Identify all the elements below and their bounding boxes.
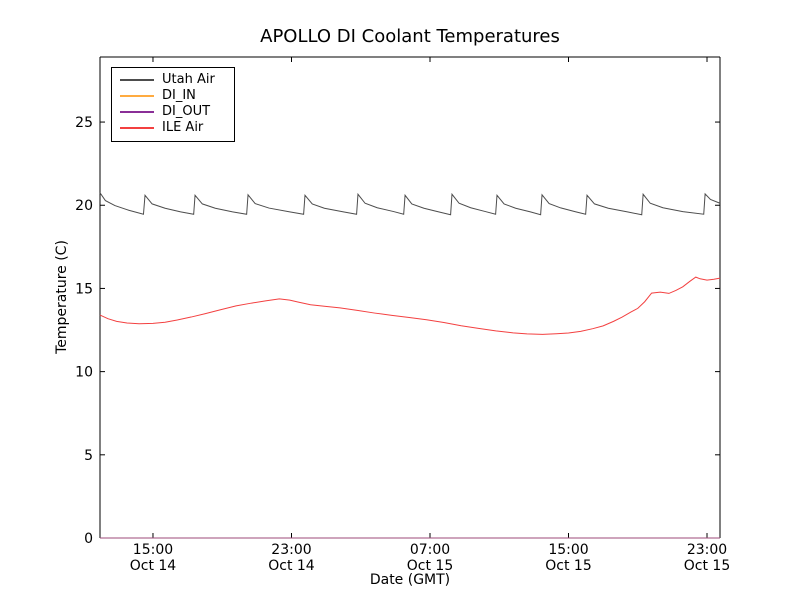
legend-entry: Utah Air (120, 72, 226, 88)
x-tick-label-time: 07:00 (410, 542, 450, 558)
y-tick-label: 20 (75, 198, 93, 214)
x-tick-label-date: Oct 15 (407, 558, 453, 574)
legend: Utah Air DI_IN DI_OUT ILE Air (111, 67, 235, 142)
x-tick-label-date: Oct 15 (545, 558, 591, 574)
legend-entry: DI_OUT (120, 104, 226, 120)
y-tick-label: 0 (84, 531, 93, 547)
legend-entry-label: Utah Air (162, 72, 215, 87)
chart-title: APOLLO DI Coolant Temperatures (260, 26, 560, 47)
legend-line-sample (120, 79, 154, 81)
x-tick-label-time: 23:00 (687, 542, 727, 558)
y-tick-label: 5 (84, 448, 93, 464)
x-tick-label-date: Oct 15 (684, 558, 730, 574)
series-ile-air-line (99, 276, 721, 335)
legend-line-sample (120, 111, 154, 113)
legend-entry: DI_IN (120, 88, 226, 104)
x-tick-label-date: Oct 14 (130, 558, 177, 574)
series-utah-air-line (99, 192, 721, 216)
legend-entry-label: ILE Air (162, 120, 204, 135)
legend-line-sample (120, 95, 154, 97)
y-tick-label: 10 (75, 365, 93, 381)
legend-line-sample (120, 127, 154, 129)
x-axis-label: Date (GMT) (369, 572, 451, 588)
x-tick-label-time: 23:00 (271, 542, 311, 558)
legend-entry-label: DI_OUT (162, 104, 211, 119)
y-tick-label: 15 (75, 281, 93, 297)
x-tick-label-time: 15:00 (133, 542, 173, 558)
y-tick-label: 25 (75, 115, 93, 131)
x-tick-label-date: Oct 14 (268, 558, 315, 574)
legend-entry: ILE Air (120, 120, 226, 136)
x-tick-label-time: 15:00 (548, 542, 588, 558)
legend-entry-label: DI_IN (162, 88, 196, 103)
